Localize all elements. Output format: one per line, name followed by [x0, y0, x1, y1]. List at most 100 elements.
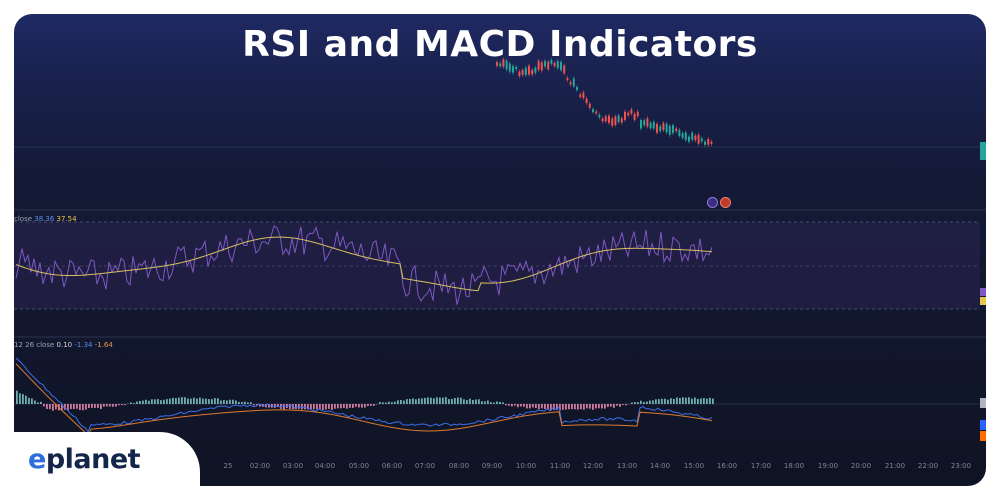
brand-logo: eplanet — [28, 444, 141, 475]
histogram-bar — [580, 404, 582, 410]
histogram-bar — [568, 404, 570, 410]
histogram-bar — [436, 397, 438, 404]
histogram-bar — [16, 390, 18, 404]
histogram-bar — [385, 402, 387, 404]
histogram-bar — [265, 404, 267, 408]
candle — [707, 137, 710, 147]
candle — [672, 123, 674, 136]
histogram-bar — [226, 400, 228, 404]
candle — [614, 114, 617, 128]
histogram-bar — [355, 404, 357, 407]
histogram-bar — [637, 402, 639, 404]
histogram-bar — [289, 404, 291, 409]
histogram-bar — [493, 402, 495, 404]
histogram-bar — [151, 399, 153, 404]
histogram-bar — [652, 400, 654, 404]
histogram-bar — [199, 397, 201, 404]
time-tick: 18:00 — [783, 462, 805, 470]
candle — [582, 90, 585, 100]
histogram-bar — [190, 398, 192, 404]
rsi-legend[interactable]: close 38.36 37.54 — [14, 215, 77, 223]
histogram-bar — [22, 394, 24, 404]
histogram-bar — [145, 399, 147, 404]
histogram-bar — [28, 397, 30, 404]
candle — [566, 75, 569, 83]
histogram-bar — [97, 404, 99, 408]
histogram-bar — [91, 404, 93, 408]
histogram-bar — [541, 404, 543, 409]
histogram-bar — [430, 397, 432, 404]
histogram-bar — [490, 402, 492, 404]
histogram-bar — [667, 399, 669, 404]
histogram-bar — [460, 397, 462, 404]
histogram-bar — [313, 404, 315, 410]
histogram-bar — [316, 404, 318, 410]
time-tick: 22:00 — [917, 462, 939, 470]
candle — [553, 60, 556, 69]
candle — [659, 124, 662, 134]
macd-axis-marker-grey — [980, 398, 986, 408]
histogram-bar — [337, 404, 339, 409]
histogram-bar — [205, 398, 207, 404]
histogram-bar — [112, 404, 114, 407]
histogram-bar — [565, 404, 567, 410]
histogram-bar — [73, 404, 75, 410]
histogram-bar — [121, 404, 123, 406]
histogram-bar — [556, 404, 558, 410]
histogram-bar — [139, 400, 141, 404]
histogram-bar — [658, 399, 660, 404]
histogram-bar — [388, 401, 390, 404]
candle — [675, 126, 678, 134]
histogram-bar — [61, 404, 63, 411]
time-tick: 10:00 — [515, 462, 537, 470]
histogram-bar — [655, 399, 657, 404]
histogram-bar — [238, 401, 240, 404]
histogram-bar — [304, 404, 306, 410]
histogram-bar — [358, 404, 360, 408]
time-tick: 09:00 — [481, 462, 503, 470]
histogram-bar — [448, 399, 450, 404]
candle — [592, 107, 594, 115]
time-tick: 11:00 — [549, 462, 571, 470]
histogram-bar — [664, 398, 666, 404]
histogram-bar — [673, 398, 675, 404]
histogram-bar — [676, 397, 678, 404]
histogram-bar — [322, 404, 324, 410]
histogram-bar — [70, 404, 72, 410]
time-axis[interactable]: 25 02:00 03:00 04:00 05:00 06:00 07:00 0… — [0, 462, 1000, 474]
histogram-bar — [505, 404, 507, 406]
histogram-bar — [85, 404, 87, 410]
candle — [547, 59, 550, 72]
histogram-bar — [148, 400, 150, 404]
time-tick: 06:00 — [381, 462, 403, 470]
candle — [611, 116, 614, 128]
histogram-bar — [163, 399, 165, 404]
time-tick: 23:00 — [950, 462, 972, 470]
histogram-bar — [682, 397, 684, 404]
histogram-bar — [34, 400, 36, 404]
histogram-bar — [106, 404, 108, 407]
time-tick: 16:00 — [716, 462, 738, 470]
histogram-bar — [367, 404, 369, 407]
histogram-bar — [670, 398, 672, 404]
histogram-bar — [319, 404, 321, 410]
histogram-bar — [268, 404, 270, 408]
candle — [710, 139, 713, 146]
candle — [563, 63, 566, 76]
histogram-bar — [508, 404, 510, 406]
time-tick: 03:00 — [282, 462, 304, 470]
rsi-ma-line — [15, 236, 713, 292]
event-marker-icon[interactable] — [707, 197, 718, 208]
candle — [560, 60, 562, 73]
histogram-bar — [613, 404, 615, 408]
time-tick: 02:00 — [249, 462, 271, 470]
flag-marker-icon[interactable] — [720, 197, 731, 208]
histogram-bar — [661, 398, 663, 404]
macd-value-2: -1.34 — [74, 341, 93, 349]
histogram-bar — [502, 402, 504, 404]
time-tick: 07:00 — [414, 462, 436, 470]
macd-legend[interactable]: 12 26 close 0.10 -1.34 -1.64 — [14, 341, 113, 349]
histogram-bar — [328, 404, 330, 409]
histogram-bar — [463, 399, 465, 404]
